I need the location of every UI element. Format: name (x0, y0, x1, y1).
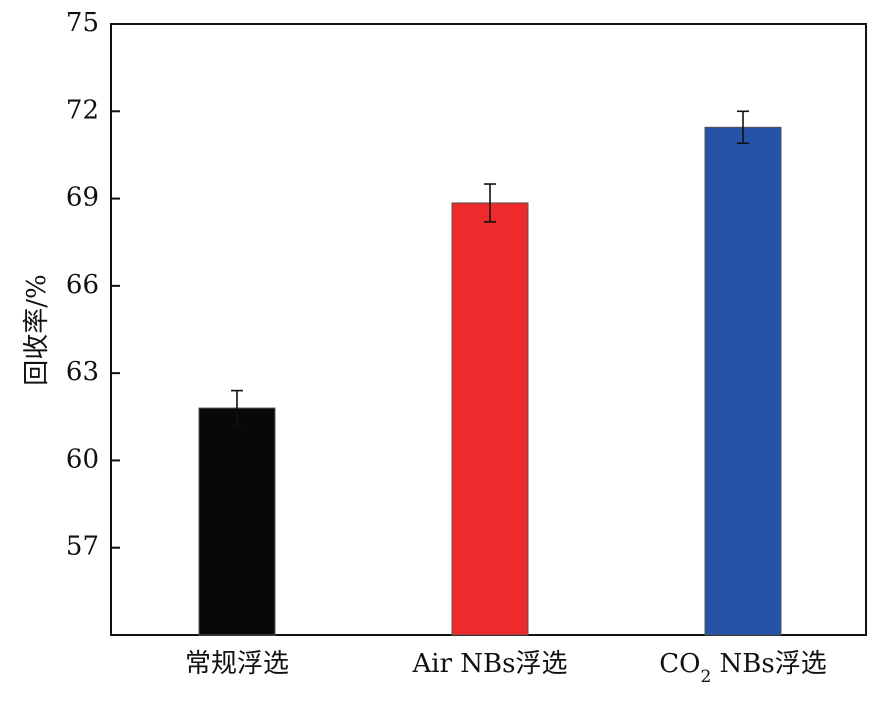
y-axis-label: 回收率/% (22, 274, 52, 385)
subscript-text: 2 (700, 667, 711, 687)
y-tick-label: 69 (66, 183, 99, 213)
label-text: CO (659, 649, 700, 679)
x-tick-label: Air NBs浮选 (412, 649, 568, 679)
bar (451, 202, 529, 636)
error-bar (737, 110, 749, 145)
y-tick-label: 60 (66, 444, 99, 474)
bar (198, 407, 276, 636)
bars (198, 126, 782, 636)
y-tick-label: 63 (66, 357, 99, 387)
error-bar (231, 389, 243, 427)
x-axis: 常规浮选 Air NBs浮选 CO2 NBs浮选 (185, 649, 827, 687)
error-bars (231, 110, 749, 427)
label-text: Air NBs浮选 (412, 649, 568, 679)
y-tick-label: 66 (66, 270, 99, 300)
y-axis: 57 60 63 66 69 72 75 (66, 8, 120, 562)
x-tick-label: 常规浮选 (185, 649, 289, 679)
y-tick-label: 72 (66, 95, 99, 125)
bar (704, 126, 782, 636)
label-text: 常规浮选 (185, 649, 289, 679)
y-tick-label: 75 (66, 8, 99, 38)
y-tick-label: 57 (66, 532, 99, 562)
label-text: NBs浮选 (711, 649, 826, 679)
x-tick-label: CO2 NBs浮选 (659, 649, 827, 687)
error-bar (484, 183, 496, 223)
